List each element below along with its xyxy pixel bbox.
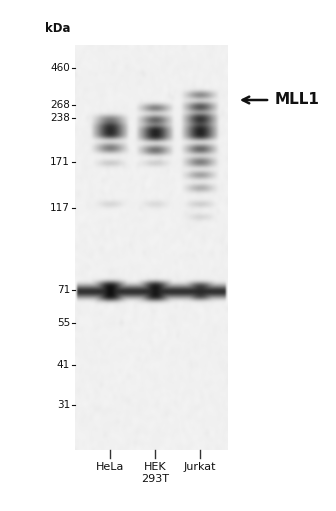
Text: kDa: kDa <box>44 21 70 35</box>
Text: 117: 117 <box>50 203 70 213</box>
Text: MLL1: MLL1 <box>275 92 320 107</box>
Text: 171: 171 <box>50 157 70 167</box>
Text: 238: 238 <box>50 113 70 123</box>
Text: 268: 268 <box>50 100 70 110</box>
Text: Jurkat: Jurkat <box>184 462 216 472</box>
Text: 55: 55 <box>57 318 70 328</box>
Text: 41: 41 <box>57 360 70 370</box>
Text: 31: 31 <box>57 400 70 410</box>
Text: 460: 460 <box>50 63 70 73</box>
Text: HeLa: HeLa <box>96 462 124 472</box>
Text: 71: 71 <box>57 285 70 295</box>
Text: HEK
293T: HEK 293T <box>141 462 169 483</box>
